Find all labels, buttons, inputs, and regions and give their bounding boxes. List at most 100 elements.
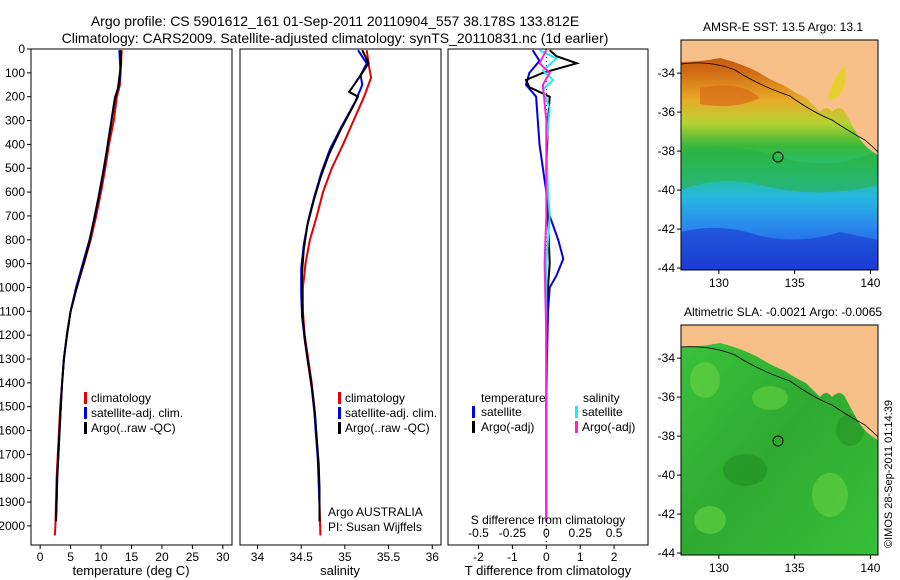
map-y-tick-label: -44 [658,546,676,560]
sla-blob [723,454,767,486]
map-x-tick-label: 130 [709,276,729,290]
map-y-tick-label: -34 [658,66,676,80]
top-tick-label: 0.5 [606,526,623,540]
sla-land [681,325,878,440]
salinity-annotation-line1: Argo AUSTRALIA [328,505,423,519]
x-tick-label: -1 [507,550,518,564]
series-line [55,50,123,522]
legend-swatch-sal-argo [575,421,578,433]
sla-map-title: Altimetric SLA: -0.0021 Argo: -0.0065 [684,305,882,319]
y-tick-label: 0 [18,42,25,56]
legend-header-salinity: salinity [583,391,620,405]
legend-swatch-temp-argo [472,421,475,433]
sst-green-band [681,146,878,193]
sla-shelf-edge [681,346,878,438]
sla-map [681,325,878,555]
series-line [300,49,368,522]
series-line [538,49,551,522]
legend-swatch-satellite [84,407,87,419]
y-tick-label: 300 [5,114,25,128]
top-tick-label: -0.25 [499,526,527,540]
x-tick-label: 1 [577,550,584,564]
legend-swatch-argo [338,422,341,434]
y-tick-label: 100 [5,66,25,80]
top-tick-label: -0.5 [468,526,489,540]
map-y-tick-label: -34 [658,351,676,365]
map-y-tick-label: -44 [658,261,676,275]
sla-argo-marker [772,435,784,447]
y-tick-label: 500 [5,161,25,175]
sst-map-frame [680,39,879,271]
y-tick-label: 800 [5,233,25,247]
legend-header-temperature: temperature [481,391,546,405]
x-tick-label: 30 [216,550,230,564]
difference-legend: temperature salinity satellite Argo(-adj… [472,391,635,434]
legend-swatch-satellite [338,407,341,419]
salinity-annotation-line2: PI: Susan Wijffels [328,520,422,534]
y-tick-label: 700 [5,209,25,223]
temperature-legend: climatology satellite-adj. clim. Argo(..… [84,391,183,435]
legend-label-sal-satellite: satellite [582,405,623,419]
legend-label-sal-argo: Argo(-adj) [582,420,635,434]
sla-map-axes: 130 135 140 -34 -36 -38 -40 -42 -44 [658,351,881,575]
legend-label-climatology: climatology [345,391,405,405]
sst-shelf-edge [681,62,878,153]
sst-cool-patch [681,227,878,270]
difference-xlabel-top: S difference from climatology [471,513,626,527]
temperature-panel [30,48,233,546]
series-line [301,50,373,536]
legend-swatch-sal-satellite [575,406,578,418]
map-x-tick-label: 135 [785,276,805,290]
sst-warm-patch [700,85,760,106]
map-x-tick-label: 140 [860,561,880,575]
figure-title-line1: Argo profile: CS 5901612_161 01-Sep-2011… [91,13,579,29]
map-x-tick-label: 140 [860,276,880,290]
sst-map-title: AMSR-E SST: 13.5 Argo: 13.1 [703,20,863,34]
salinity-plot: 34 34.5 35 35.5 36 [251,49,440,564]
y-tick-label: 600 [5,185,25,199]
x-tick-label: 36 [426,550,440,564]
sst-argo-marker [772,151,784,163]
y-tick-label: 1600 [0,424,25,438]
legend-swatch-climatology [84,392,87,404]
y-tick-label: 1200 [0,328,25,342]
x-tick-label: -2 [473,550,484,564]
y-tick-label: 1400 [0,376,25,390]
legend-label-climatology: climatology [91,391,151,405]
legend-label-argo: Argo(..raw -QC) [91,421,176,435]
x-tick-label: 25 [186,550,200,564]
map-x-tick-label: 135 [785,561,805,575]
sla-map-frame [680,324,879,556]
difference-xlabel-bottom: T difference from climatology [465,563,632,578]
sst-map [681,40,878,270]
salinity-legend: climatology satellite-adj. clim. Argo(..… [338,391,437,435]
map-y-tick-label: -36 [658,105,676,119]
legend-label-temp-satellite: satellite [481,405,522,419]
sla-blob [752,386,788,410]
x-tick-label: 35 [338,550,352,564]
x-tick-label: 34 [251,550,265,564]
y-tick-label: 1300 [0,352,25,366]
sla-blob [836,414,864,446]
salinity-panel [239,48,442,546]
figure-title-line2: Climatology: CARS2009. Satellite-adjuste… [62,30,609,46]
sla-blob [690,362,720,398]
temperature-xlabel: temperature (deg C) [72,563,189,578]
sst-map-axes: 130 135 140 -34 -36 -38 -40 -42 -44 [658,66,881,290]
map-x-tick-label: 130 [709,561,729,575]
series-line [524,49,581,522]
x-tick-label: 35.5 [377,550,401,564]
y-tick-label: 2000 [0,519,25,533]
y-tick-label: 900 [5,257,25,271]
map-y-tick-label: -42 [658,507,676,521]
x-tick-label: 34.5 [289,550,313,564]
x-tick-label: 0 [543,550,550,564]
y-tick-label: 400 [5,137,25,151]
map-y-tick-label: -38 [658,429,676,443]
sla-blob [812,473,848,517]
sst-gulf-water [828,66,846,100]
y-tick-label: 1900 [0,495,25,509]
x-tick-label: 2 [611,550,618,564]
y-tick-label: 200 [5,90,25,104]
x-tick-label: 10 [94,550,108,564]
